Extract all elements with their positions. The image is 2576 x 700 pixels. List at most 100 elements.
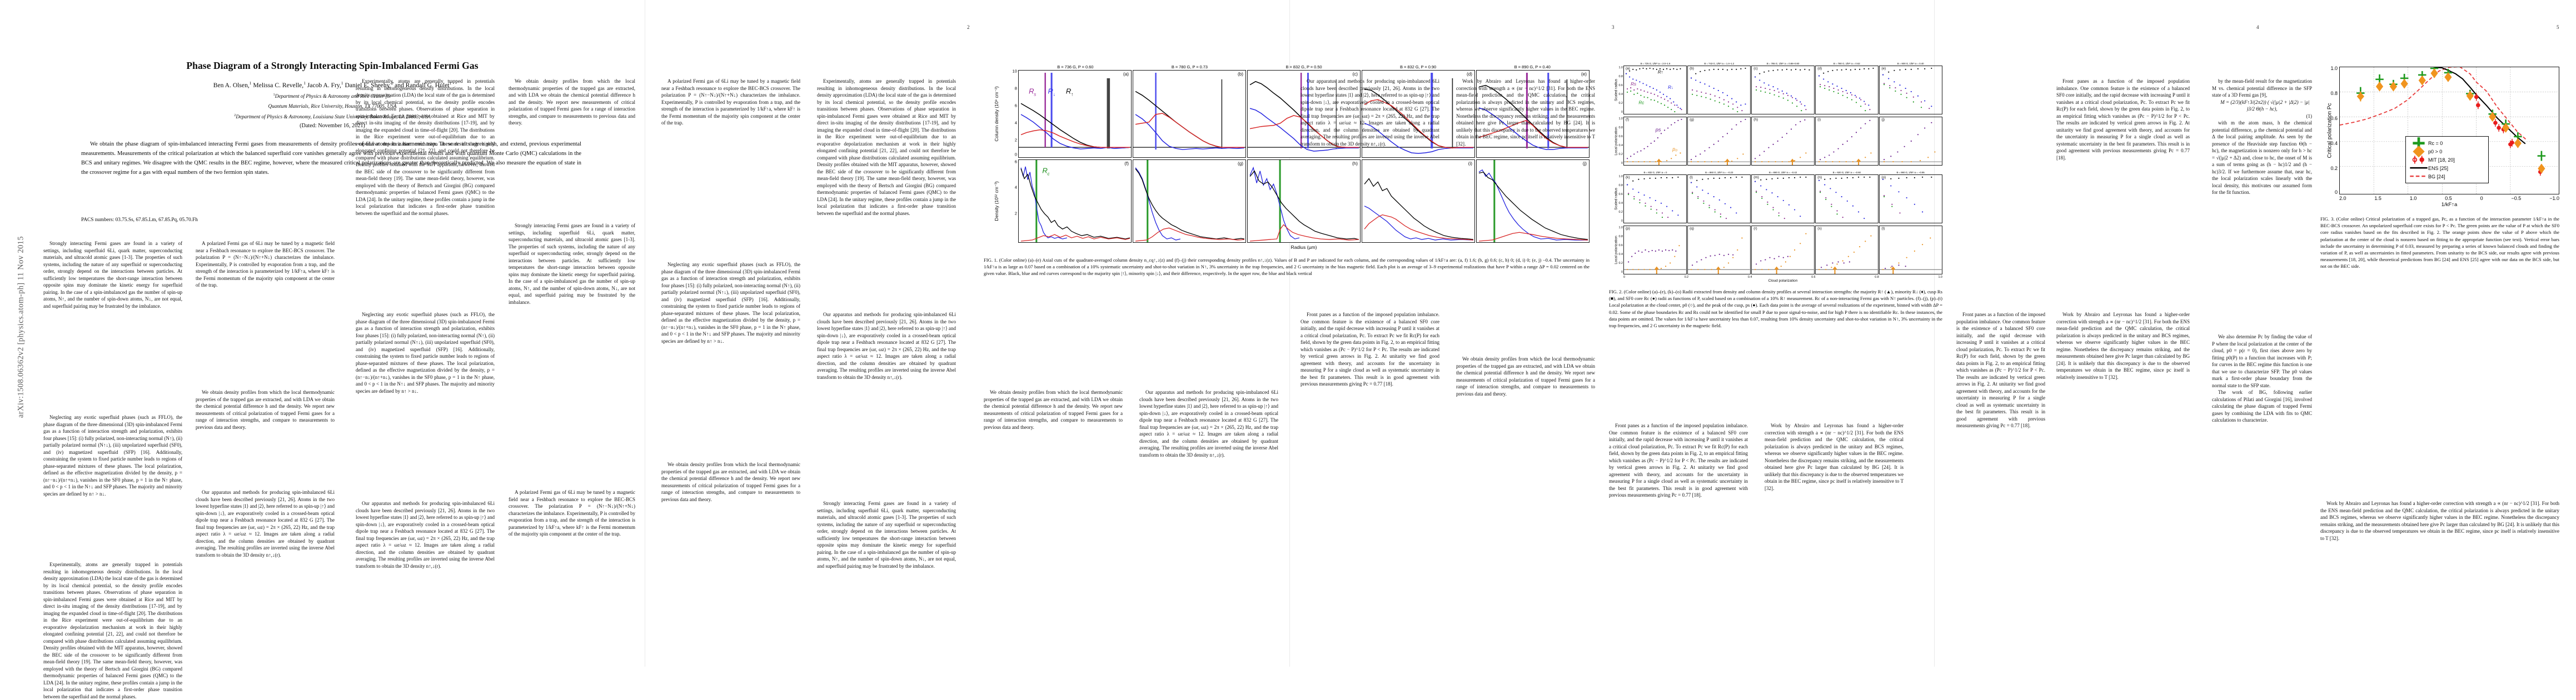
fig1-panel-h[interactable]: (h) xyxy=(1247,159,1361,243)
fig2-panel-e[interactable]: (e) xyxy=(1879,66,1942,114)
fig2-panel-j[interactable]: (j) xyxy=(1879,117,1942,166)
svg-text:c: c xyxy=(1048,172,1050,177)
fig2-panel-p[interactable]: (p) xyxy=(1623,226,1687,274)
paragraph: Work by Abrairo and Leyronas has found a… xyxy=(1765,423,1904,491)
fig2-panel-g[interactable]: (g) xyxy=(1687,117,1751,166)
body-column-4b: Strongly interacting Fermi gases are fou… xyxy=(509,222,635,306)
figure-1-panel-headers: B = 736 G, P = 0.60 B = 780 G, P = 0.73 … xyxy=(1018,64,1590,69)
equation-number: (1) xyxy=(2306,113,2312,119)
svg-text:R: R xyxy=(1048,87,1053,96)
body-column-3c: Our apparatus and methods for producing … xyxy=(356,500,495,569)
fig2-header-3: B = 765 G, 1/kF↑a = 0.88–0.80 xyxy=(1766,62,1800,65)
paragraph: We also determine Pc by finding the valu… xyxy=(2212,334,2312,388)
panel-label: (a) xyxy=(1626,67,1630,71)
black-line-icon xyxy=(2409,165,2428,171)
fig2-panel-a[interactable]: (a) R↑ Rs R↓ Rc xyxy=(1623,66,1687,114)
fig2-panel-l[interactable]: (l) xyxy=(1687,174,1751,223)
fig1-panel-f[interactable]: (f) R c xyxy=(1018,159,1132,243)
fig2-panel-r[interactable]: (r) xyxy=(1751,226,1815,274)
body-column-7b: We also determine Pc by finding the valu… xyxy=(2212,333,2312,424)
fig2-panel-f[interactable]: (f) ps p₀ xyxy=(1623,117,1687,166)
fig1-panel-g[interactable]: (g) xyxy=(1133,159,1246,243)
fig2-panel-h[interactable]: (h) xyxy=(1751,117,1815,166)
panel-label: (j) xyxy=(1881,118,1885,122)
paragraph: Work by Abrairo and Leyronas has found a… xyxy=(2320,501,2559,541)
panel-label: (j) xyxy=(1582,161,1587,166)
ytick: 0.6 xyxy=(1618,135,1623,138)
fig2-panel-i[interactable]: (i) xyxy=(1815,117,1879,166)
fig2-panel-q[interactable]: (q) xyxy=(1687,226,1751,274)
ytick: 0.4 xyxy=(1618,202,1623,205)
fig3-plot[interactable]: Rc = 0 p0 > 0 MIT [18, 20] xyxy=(2339,67,2559,194)
fig2-panel-n[interactable]: (n) xyxy=(1815,174,1879,223)
panel-label: (c) xyxy=(1352,72,1358,77)
fig2-xlabel: Cloud polarization xyxy=(1768,279,1798,283)
panel-label: (e) xyxy=(1581,72,1587,77)
paragraph: by the mean-field result for the magneti… xyxy=(2212,78,2312,98)
fig1-panel-i[interactable]: (i) xyxy=(1362,159,1475,243)
fig2-panel-t[interactable]: (t) xyxy=(1879,226,1942,274)
fig2-panel-k[interactable]: (k) xyxy=(1623,174,1687,223)
abstract: We obtain the phase diagram of spin-imba… xyxy=(81,140,581,177)
fig2-header-4: B = 780 G, 1/kF↑a = 0.62 xyxy=(1833,62,1860,65)
panel-label: (o) xyxy=(1881,176,1886,179)
fig2-row-c: Scaled radius 1.0 0.8 0.6 0.4 0.2 0 (k) xyxy=(1609,174,1942,223)
ytick: 1.0 xyxy=(1618,175,1623,178)
ytick: 0.8 xyxy=(1618,184,1623,187)
fig2-row2-headers: B = 832 G, 1/kF↑a = 0 B = 860 G, 1/kF↑a … xyxy=(1623,171,1942,174)
fig1-header-a: B = 736 G, P = 0.60 xyxy=(1057,64,1094,69)
fig1-panel-d[interactable]: (d) xyxy=(1362,70,1475,158)
dated-line: (Dated: November 16, 2021) xyxy=(300,123,365,129)
body-column-12: Work by Abrairo and Leyronas has found a… xyxy=(1456,78,1595,147)
fig2-panel-b[interactable]: (b) xyxy=(1687,66,1751,114)
fig1-top-ylabel-area: Column density (10⁹ cm⁻²) 10 8 6 4 2 0 xyxy=(984,68,1018,158)
legend-item-mit: MIT [18, 20] xyxy=(2409,156,2485,164)
ytick: 0 xyxy=(2334,189,2338,195)
body-column-8: Front panes as a function of the imposed… xyxy=(2056,78,2190,161)
paragraph: Front panes as a function of the imposed… xyxy=(2056,78,2190,161)
xtick: 2.0 xyxy=(2339,196,2346,201)
fig1-panel-a[interactable]: (a) R s R ↓ R ↑ xyxy=(1018,70,1132,158)
ytick: 4 xyxy=(1014,120,1017,126)
ytick: 0 xyxy=(1621,111,1623,114)
fig2-panels-b: (f) ps p₀ (g) xyxy=(1623,117,1942,166)
ytick: 10 xyxy=(1012,68,1017,74)
xtick: 0 xyxy=(2480,196,2483,201)
ytick: 1.0 xyxy=(2330,66,2338,71)
fig1-panel-b[interactable]: (b) xyxy=(1133,70,1246,158)
fig3-plot-wrap: Critical polarization Pc 1.0 0.8 0.6 0.4… xyxy=(2320,66,2559,195)
fig2-panel-o[interactable]: (o) xyxy=(1879,174,1942,223)
paragraph: Neglecting any exotic superfluid phases … xyxy=(661,262,800,344)
paragraph: Experimentally, atoms are generally trap… xyxy=(817,78,956,216)
body-column-2c: Our apparatus and methods for producing … xyxy=(196,489,335,558)
fig2-header-6: B = 832 G, 1/kF↑a = 0 xyxy=(1643,171,1667,174)
fig1-panel-e[interactable]: (e) xyxy=(1476,70,1590,158)
legend-label: MIT [18, 20] xyxy=(2428,157,2455,163)
fig2-panel-s[interactable]: (s) xyxy=(1815,226,1879,274)
fig1-header-b: B = 780 G, P = 0.73 xyxy=(1171,64,1208,69)
svg-text:p₀: p₀ xyxy=(1672,147,1677,152)
legend-label: Rc = 0 xyxy=(2428,140,2443,146)
fig3-ylabel: Critical polarization Pc xyxy=(2326,103,2333,158)
body-column-6: Experimentally, atoms are generally trap… xyxy=(817,78,956,217)
xtick: 1.0 xyxy=(1938,276,1942,279)
figure-2: B = 725 G, 1/kF↑a = 2.0–1.6 B = 743 G, 1… xyxy=(1609,62,1942,329)
affiliation-1: 1Department of Physics & Astronomy and R… xyxy=(273,92,392,99)
fig2-header-2: B = 743 G, 1/kF↑a = 1.4–1.2 xyxy=(1704,62,1735,65)
fig2-panel-d[interactable]: (d) xyxy=(1815,66,1879,114)
paragraph: Neglecting any exotic superfluid phases … xyxy=(356,312,495,394)
body-column-3: Experimentally, atoms are generally trap… xyxy=(356,78,495,217)
legend-item-ens: ENS [25] xyxy=(2409,164,2485,172)
title-block: Phase Diagram of a Strongly Interacting … xyxy=(43,60,621,129)
author-list: Ben A. Olsen,1 Melissa C. Revelle,1 Jaco… xyxy=(213,80,452,89)
paragraph: Our apparatus and methods for producing … xyxy=(196,489,335,558)
fig2-xticks: 0 0.2 0.4 0.6 0.8 1.0 xyxy=(1623,276,1942,279)
svg-text:Rs: Rs xyxy=(1631,82,1636,87)
fig2-panel-m[interactable]: (m) xyxy=(1751,174,1815,223)
fig2-panel-c[interactable]: (c) xyxy=(1751,66,1815,114)
fig1-panel-j[interactable]: (j) xyxy=(1476,159,1590,243)
fig1-panel-c[interactable]: (c) xyxy=(1247,70,1361,158)
ytick: 0.2 xyxy=(1618,211,1623,214)
body-column-8b: Work by Abrairo and Leyronas has found a… xyxy=(2056,311,2190,381)
panel-label: (n) xyxy=(1817,176,1822,179)
